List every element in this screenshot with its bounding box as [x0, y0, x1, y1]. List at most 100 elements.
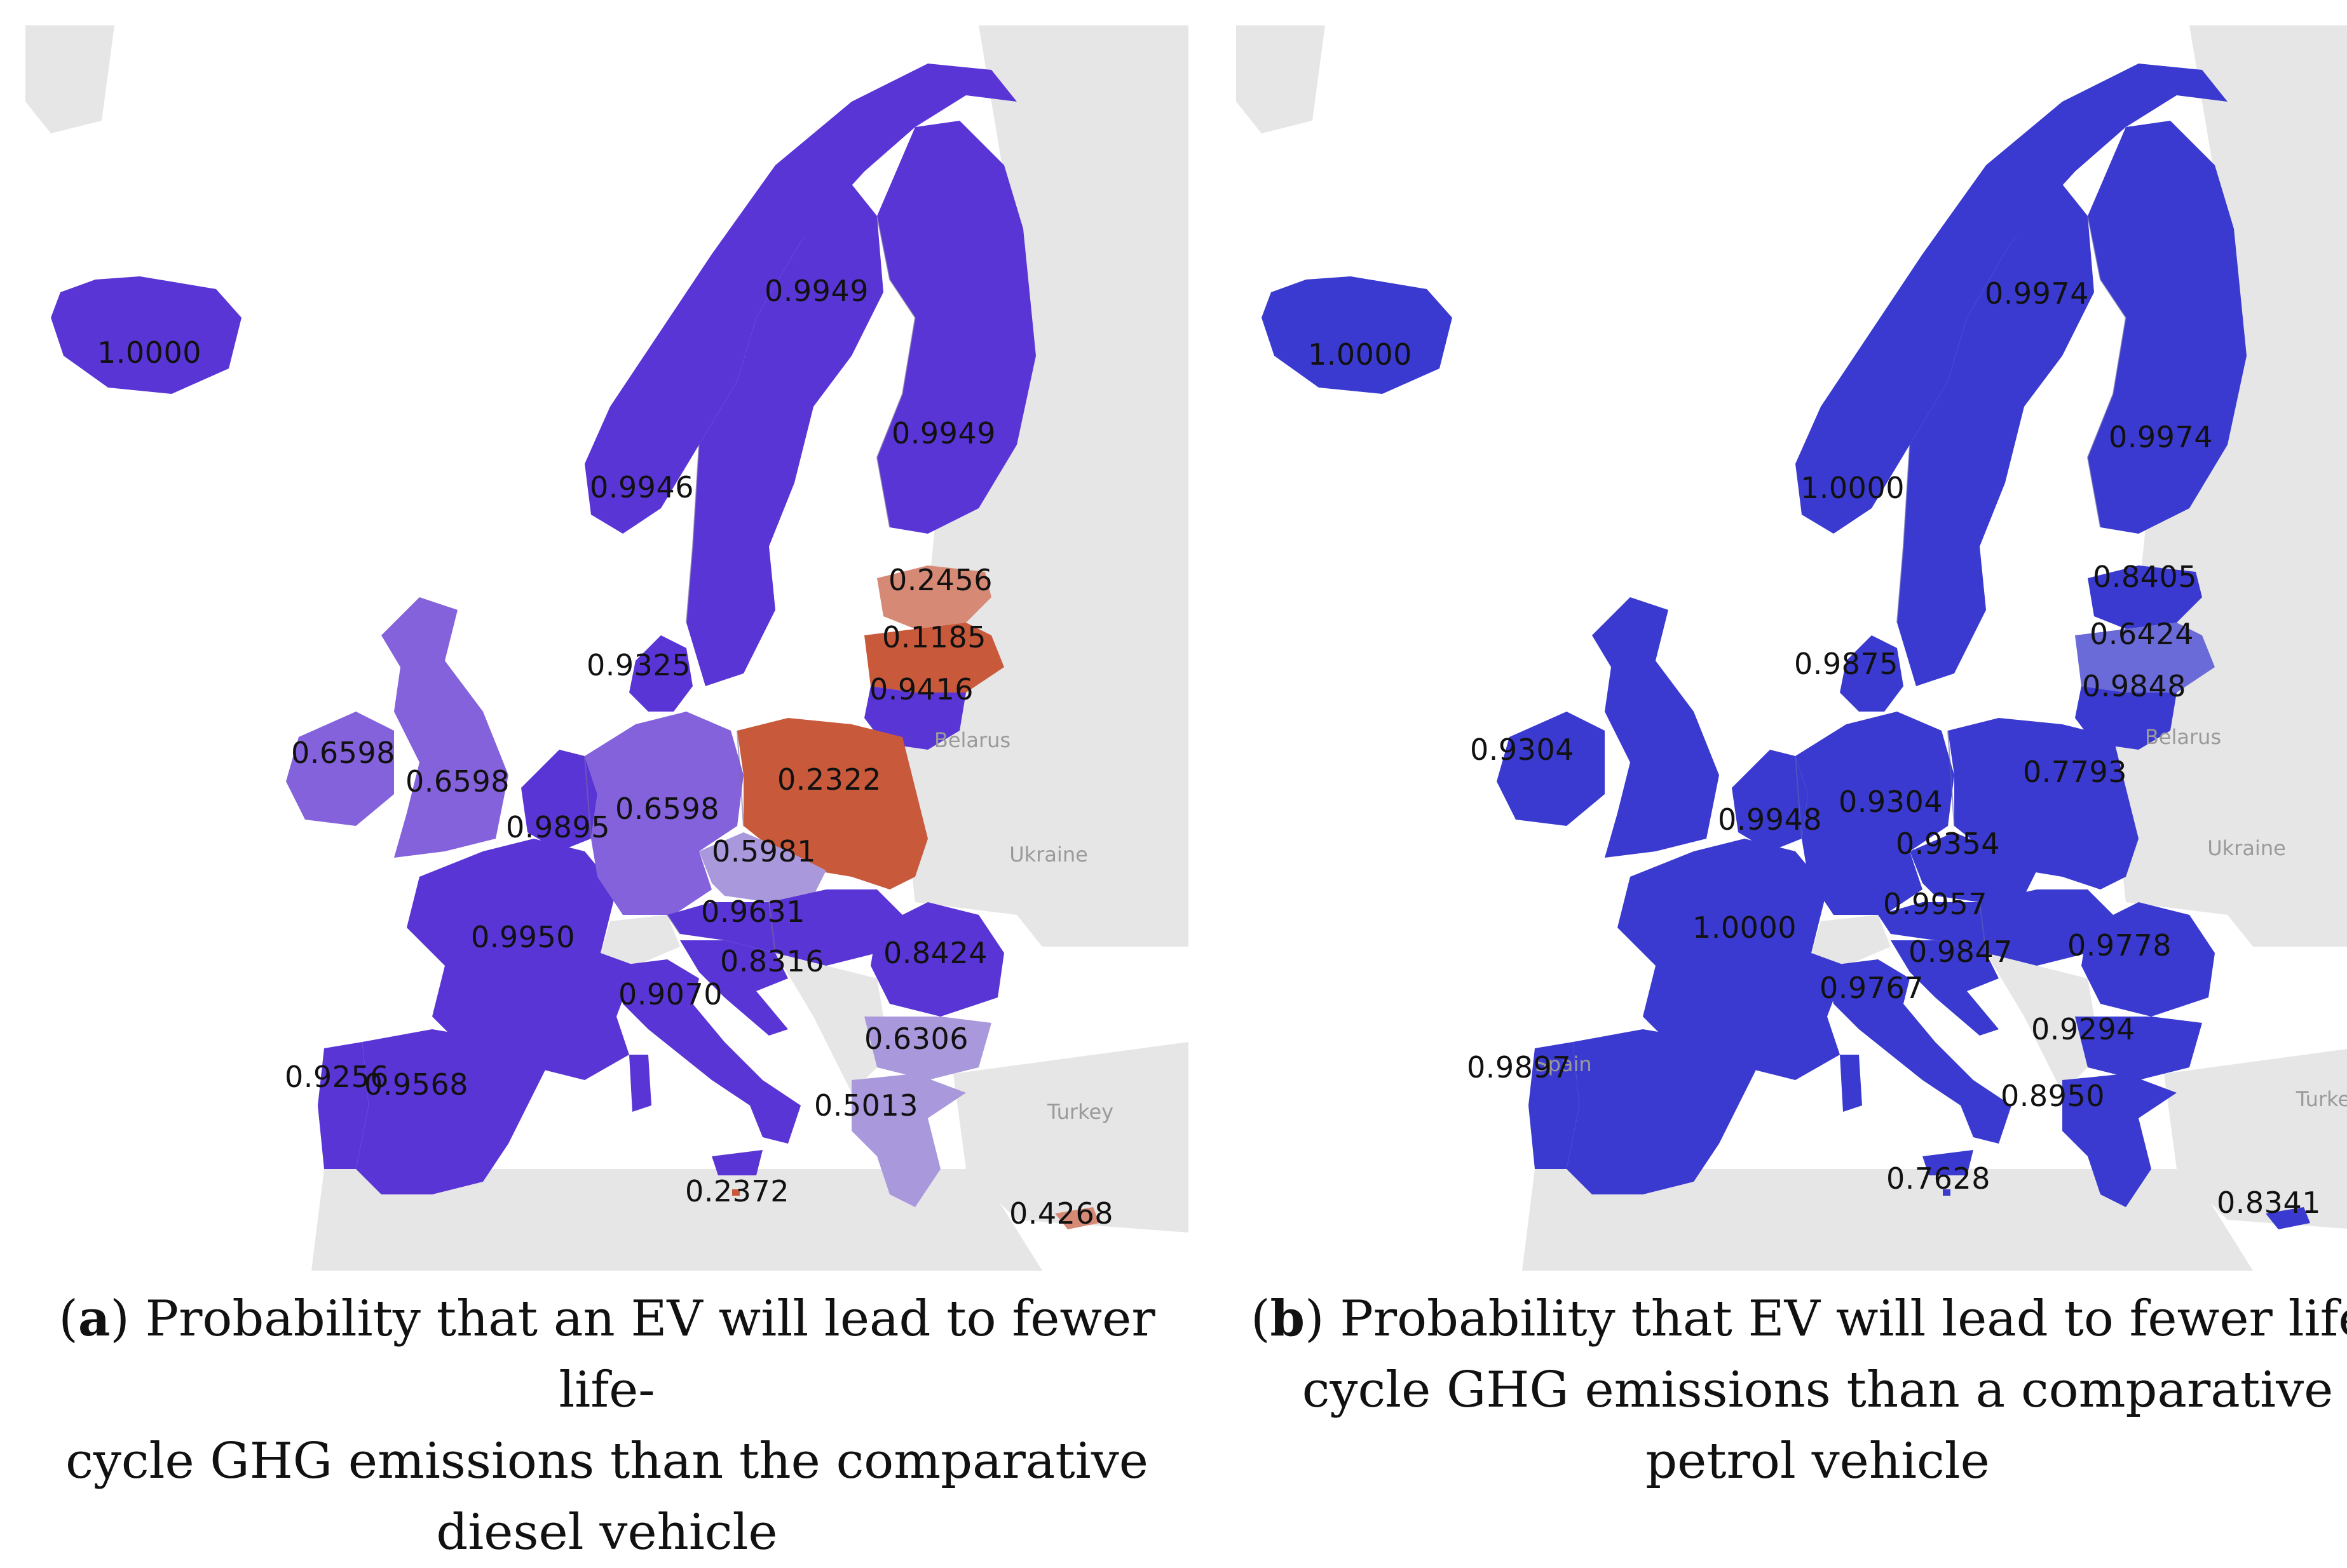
romania-shape	[871, 902, 1004, 1017]
estonia-shape	[877, 565, 991, 629]
value-malta: 0.2372	[685, 1174, 789, 1208]
value-greece: 0.5013	[814, 1088, 918, 1123]
map-panel-a: Belarus Ukraine Turkey 1.0000 0.9949 0.9…	[25, 25, 1188, 1271]
caption-b: (b) Probability that EV will lead to few…	[1236, 1283, 2347, 1497]
caption-b-letter: b	[1270, 1290, 1305, 1348]
value-sweden: 0.9974	[1985, 276, 2089, 311]
value-ireland: 0.6598	[291, 736, 395, 770]
germany-shape	[585, 712, 744, 915]
sardinia-shape	[1840, 1055, 1862, 1112]
latvia-shape	[864, 623, 1004, 693]
land-switzerland	[1811, 915, 1891, 966]
portugal-shape	[318, 1042, 369, 1169]
value-denmark: 0.9875	[1794, 647, 1898, 681]
value-malta: 0.7628	[1886, 1161, 1990, 1196]
czechia-shape	[699, 832, 826, 902]
value-portugal: 0.9256	[285, 1060, 389, 1094]
value-france: 1.0000	[1692, 910, 1797, 945]
value-latvia: 0.6424	[2090, 617, 2194, 651]
map-a-svg	[25, 25, 1188, 1271]
land-greenland	[1236, 25, 1325, 133]
value-iceland: 1.0000	[97, 335, 201, 370]
france-shape	[1617, 839, 1846, 1080]
caption-b-line-1: (b) Probability that EV will lead to few…	[1236, 1283, 2347, 1355]
value-finland: 0.9949	[892, 416, 996, 450]
value-portugal: 0.9897	[1467, 1050, 1571, 1085]
caption-b-line-1-text: ) Probability that EV will lead to fewer…	[1305, 1290, 2347, 1348]
sicily-shape	[1922, 1150, 1973, 1175]
germany-shape	[1795, 712, 1954, 915]
value-finland: 0.9974	[2109, 420, 2213, 454]
denmark-shape	[629, 635, 693, 712]
croatia-slovenia-shape	[1891, 940, 1999, 1036]
land-greenland	[25, 25, 114, 133]
romania-shape	[2081, 902, 2215, 1017]
value-croatia: 0.9847	[1908, 935, 2013, 969]
land-belarus-ukraine	[902, 661, 1188, 947]
value-austria: 0.9631	[701, 895, 805, 929]
value-bulgaria: 0.6306	[864, 1022, 969, 1056]
value-germany: 0.9304	[1839, 785, 1943, 819]
land-turkey	[2164, 1049, 2347, 1229]
value-cyprus: 0.8341	[2217, 1186, 2321, 1220]
land-turkey	[953, 1042, 1188, 1233]
czechia-shape	[1910, 832, 2037, 902]
greece-shape	[2062, 1074, 2177, 1207]
croatia-slovenia-shape	[680, 940, 788, 1036]
country-label-belarus: Belarus	[934, 728, 1011, 752]
value-norway: 1.0000	[1800, 471, 1905, 505]
value-poland: 0.2322	[777, 762, 881, 797]
value-greece: 0.8950	[2001, 1079, 2105, 1113]
france-shape	[407, 839, 636, 1080]
caption-a-line-2: cycle GHG emissions than the comparative	[65, 1433, 1148, 1490]
spain-shape	[356, 1029, 547, 1194]
austria-slovakia-hungary-shape	[667, 889, 902, 966]
land-belarus-ukraine	[2113, 661, 2347, 947]
country-label-spain: Spain	[1535, 1052, 1592, 1076]
value-romania: 0.9778	[2067, 928, 2172, 963]
norway-shape	[1795, 64, 2228, 534]
spain-shape	[1567, 1029, 1757, 1194]
land-switzerland	[601, 915, 680, 966]
value-uk: 0.6598	[405, 764, 510, 799]
country-label-turkey: Turkey	[2296, 1087, 2347, 1111]
sweden-shape	[1897, 184, 2094, 686]
finland-shape	[2088, 121, 2247, 534]
norway-shape	[585, 64, 1017, 534]
value-spain: 0.9568	[364, 1067, 468, 1102]
value-lithuania: 0.9848	[2082, 669, 2186, 703]
benelux-shape	[521, 750, 597, 851]
value-benelux: 0.9948	[1718, 802, 1822, 837]
benelux-shape	[1732, 750, 1808, 851]
country-label-ukraine: Ukraine	[2207, 836, 2286, 860]
land-balkans	[1986, 953, 2100, 1093]
cyprus-shape	[1055, 1207, 1099, 1229]
greece-shape	[852, 1074, 966, 1207]
land-balkans	[775, 953, 890, 1093]
value-italy: 0.9070	[618, 977, 723, 1011]
value-italy: 0.9767	[1820, 971, 1924, 1005]
cyprus-shape	[2266, 1207, 2310, 1229]
map-b-svg	[1236, 25, 2347, 1271]
country-label-ukraine: Ukraine	[1009, 842, 1088, 867]
land-africa	[1522, 1169, 2253, 1271]
caption-a-line-1: (a) Probability that an EV will lead to …	[58, 1290, 1155, 1419]
denmark-shape	[1840, 635, 1903, 712]
land-russia	[928, 25, 1188, 724]
value-germany: 0.6598	[615, 792, 719, 826]
caption-b-line-3: petrol vehicle	[1645, 1433, 1990, 1490]
bulgaria-shape	[864, 1017, 991, 1080]
value-estonia: 0.8405	[2093, 560, 2197, 594]
value-norway: 0.9946	[590, 470, 694, 504]
value-bulgaria: 0.9294	[2031, 1012, 2135, 1046]
italy-shape	[1827, 959, 2011, 1144]
value-cyprus: 0.4268	[1009, 1196, 1113, 1231]
malta-shape	[732, 1189, 740, 1196]
sardinia-shape	[629, 1055, 651, 1112]
borders-b	[1795, 215, 2127, 954]
bulgaria-shape	[2075, 1017, 2202, 1080]
sicily-shape	[712, 1150, 763, 1175]
austria-slovakia-hungary-shape	[1878, 889, 2113, 966]
country-label-turkey: Turkey	[1047, 1100, 1114, 1124]
ireland-shape	[286, 712, 394, 826]
